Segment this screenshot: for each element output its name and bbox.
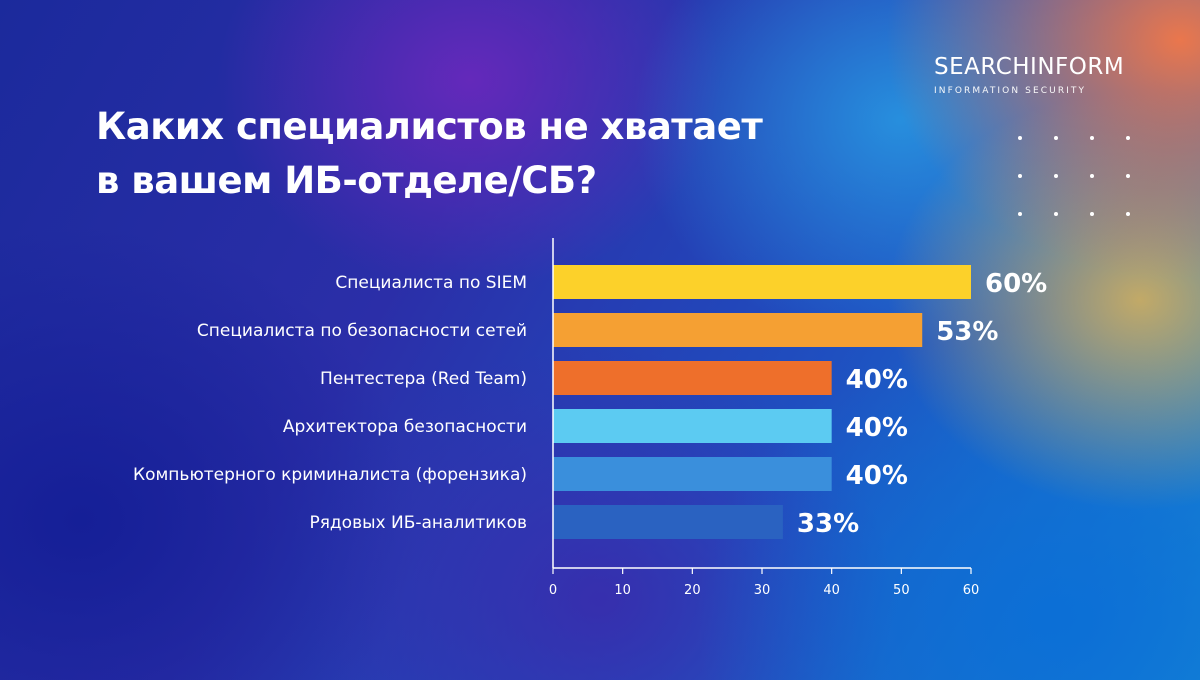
decorative-dot — [1090, 212, 1094, 216]
decorative-dot — [1054, 174, 1058, 178]
x-tick-label: 20 — [684, 583, 701, 598]
data-label: 53% — [936, 317, 998, 347]
data-label: 40% — [846, 365, 908, 395]
brand-name: SEARCHINFORM — [934, 54, 1125, 80]
decorative-dot — [1126, 136, 1130, 140]
decorative-dot — [1018, 212, 1022, 216]
bar — [553, 505, 783, 539]
chart-title: Каких специалистов не хватает в вашем ИБ… — [96, 100, 763, 208]
decorative-dot — [1090, 174, 1094, 178]
brand-logo: SEARCHINFORM INFORMATION SECURITY — [934, 54, 1124, 96]
data-label: 60% — [985, 269, 1047, 299]
x-tick-label: 30 — [754, 583, 771, 598]
category-label: Специалиста по SIEM — [335, 273, 527, 293]
title-line-2: в вашем ИБ-отделе/СБ? — [96, 159, 597, 202]
bar — [553, 313, 923, 347]
decorative-dot — [1018, 136, 1022, 140]
bar — [553, 409, 832, 443]
bar — [553, 265, 971, 299]
category-label: Архитектора безопасности — [283, 417, 527, 437]
decorative-dot — [1126, 174, 1130, 178]
title-line-1: Каких специалистов не хватает — [96, 105, 763, 148]
decorative-dot — [1054, 136, 1058, 140]
decorative-dot — [1054, 212, 1058, 216]
x-tick-label: 40 — [823, 583, 840, 598]
bar — [553, 457, 832, 491]
data-label: 40% — [846, 413, 908, 443]
brand-tagline: INFORMATION SECURITY — [934, 86, 1087, 96]
decorative-dot — [1090, 136, 1094, 140]
bar — [553, 361, 832, 395]
x-tick-label: 0 — [549, 583, 557, 598]
category-label: Специалиста по безопасности сетей — [197, 321, 527, 341]
x-tick-label: 10 — [614, 583, 631, 598]
x-tick-label: 60 — [963, 583, 980, 598]
category-label: Компьютерного криминалиста (форензика) — [133, 465, 527, 485]
category-label: Пентестера (Red Team) — [320, 369, 527, 389]
category-label: Рядовых ИБ-аналитиков — [309, 513, 527, 533]
data-label: 40% — [846, 461, 908, 491]
x-tick-label: 50 — [893, 583, 910, 598]
decorative-dot — [1018, 174, 1022, 178]
data-label: 33% — [797, 509, 859, 539]
decorative-dot — [1126, 212, 1130, 216]
decorative-dot-grid — [1018, 136, 1130, 226]
